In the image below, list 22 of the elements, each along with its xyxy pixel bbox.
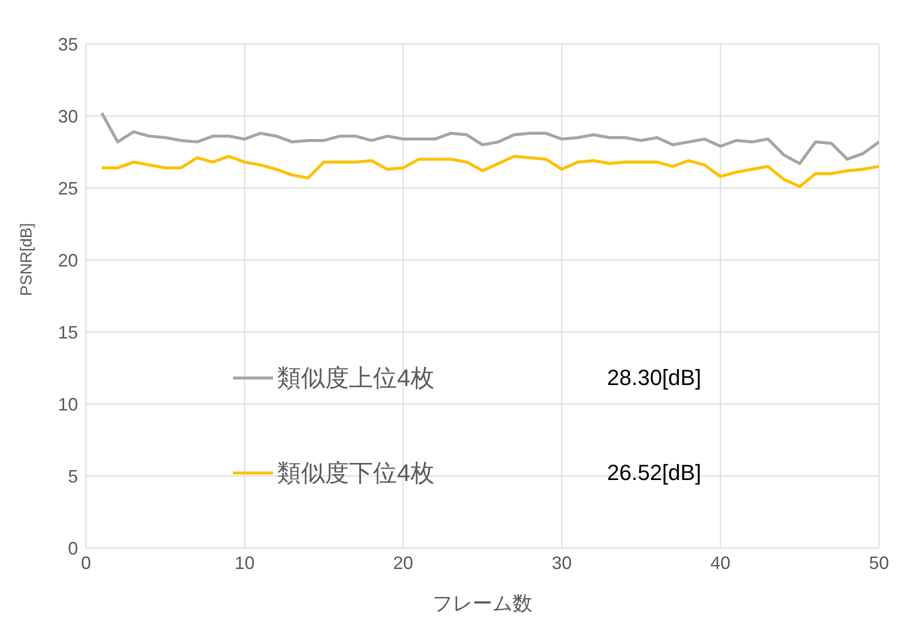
y-axis-title: PSNR[dB]	[18, 223, 36, 296]
y-tick-label: 5	[68, 466, 78, 486]
x-tick-label: 50	[868, 552, 890, 573]
x-tick-label: 20	[393, 552, 414, 573]
x-tick-label: 10	[234, 552, 255, 573]
y-tick-label: 35	[58, 34, 78, 54]
x-tick-label: 40	[710, 552, 730, 573]
x-tick-label: 30	[552, 552, 572, 573]
line-series	[100, 154, 879, 188]
y-tick-label: 25	[58, 178, 78, 198]
y-tick-label: 10	[58, 394, 78, 414]
line-series	[100, 112, 879, 166]
y-tick-label: 0	[68, 538, 78, 558]
annotation: 26.52[dB]	[607, 460, 702, 486]
legend-label: 類似度上位4枚	[277, 364, 436, 394]
annotation: 28.30[dB]	[607, 365, 702, 391]
x-tick-label: 0	[80, 552, 92, 573]
y-tick-label: 20	[58, 250, 78, 270]
y-tick-label: 15	[58, 322, 78, 342]
y-tick-label: 30	[58, 106, 78, 126]
x-axis-title: フレーム数	[432, 593, 532, 615]
legend-label: 類似度下位4枚	[277, 459, 436, 489]
